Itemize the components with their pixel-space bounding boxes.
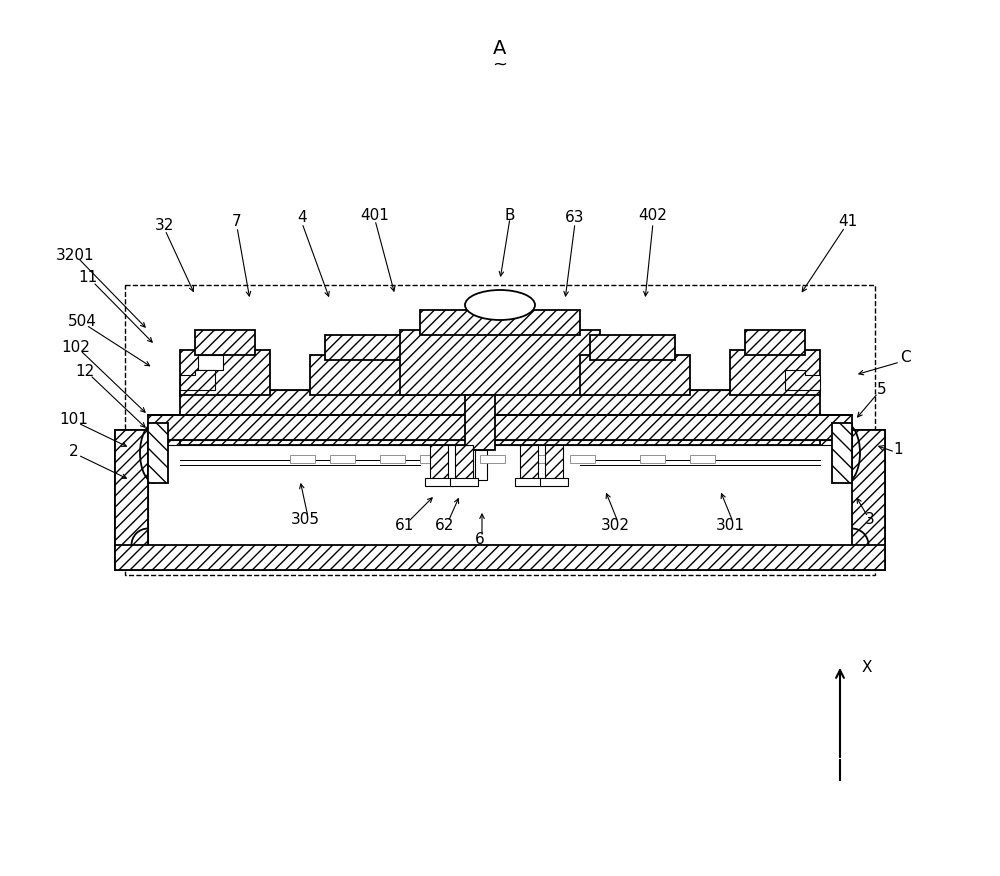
Text: 401: 401: [361, 208, 389, 223]
Bar: [690, 455, 715, 463]
Text: 305: 305: [290, 512, 320, 527]
Bar: [198, 355, 223, 370]
Bar: [400, 330, 600, 395]
Text: 1: 1: [893, 442, 903, 457]
Text: A: A: [493, 39, 507, 58]
Bar: [475, 450, 487, 480]
Bar: [515, 478, 543, 486]
Bar: [545, 445, 563, 480]
Text: 11: 11: [78, 271, 98, 286]
Text: 5: 5: [877, 383, 887, 398]
Text: 102: 102: [62, 341, 90, 356]
Text: 62: 62: [435, 518, 455, 533]
Text: 301: 301: [716, 518, 744, 533]
Text: C: C: [900, 350, 910, 365]
Bar: [852, 430, 885, 570]
Text: 504: 504: [68, 314, 96, 329]
Bar: [540, 478, 568, 486]
Bar: [590, 335, 675, 360]
Bar: [640, 455, 665, 463]
Bar: [290, 455, 315, 463]
Bar: [115, 545, 885, 570]
Bar: [180, 350, 270, 395]
Bar: [832, 423, 852, 483]
Bar: [580, 355, 690, 395]
Bar: [530, 455, 555, 463]
Bar: [125, 285, 875, 575]
Text: X: X: [862, 661, 872, 675]
Bar: [325, 335, 410, 360]
Text: 6: 6: [475, 533, 485, 548]
Text: 2: 2: [69, 444, 79, 460]
Text: 101: 101: [60, 413, 88, 427]
Bar: [115, 430, 885, 570]
Bar: [480, 455, 505, 463]
Bar: [425, 478, 453, 486]
Bar: [330, 455, 355, 463]
Text: 63: 63: [565, 210, 585, 225]
Bar: [148, 423, 168, 483]
Polygon shape: [785, 370, 820, 390]
Bar: [420, 455, 445, 463]
Text: 7: 7: [232, 215, 242, 230]
Bar: [148, 415, 852, 440]
Bar: [520, 445, 538, 480]
Bar: [148, 445, 852, 555]
Bar: [310, 355, 420, 395]
Ellipse shape: [465, 290, 535, 320]
Text: 3: 3: [865, 512, 875, 527]
Bar: [420, 310, 580, 335]
Text: B: B: [505, 208, 515, 223]
Polygon shape: [180, 370, 215, 390]
Bar: [745, 330, 805, 355]
Bar: [730, 350, 820, 395]
Bar: [380, 455, 405, 463]
Text: 61: 61: [395, 518, 415, 533]
Text: 3201: 3201: [56, 248, 94, 263]
Bar: [570, 455, 595, 463]
Bar: [450, 478, 478, 486]
Bar: [115, 430, 148, 570]
Bar: [430, 445, 448, 480]
Bar: [180, 390, 820, 445]
Text: 12: 12: [75, 364, 95, 379]
Text: 4: 4: [297, 210, 307, 225]
Bar: [465, 395, 495, 450]
Text: ~: ~: [492, 56, 508, 74]
Text: 302: 302: [600, 518, 630, 533]
Text: 402: 402: [639, 208, 667, 223]
Bar: [195, 330, 255, 355]
Bar: [455, 445, 473, 480]
Text: 41: 41: [838, 215, 858, 230]
Text: 32: 32: [155, 217, 175, 232]
